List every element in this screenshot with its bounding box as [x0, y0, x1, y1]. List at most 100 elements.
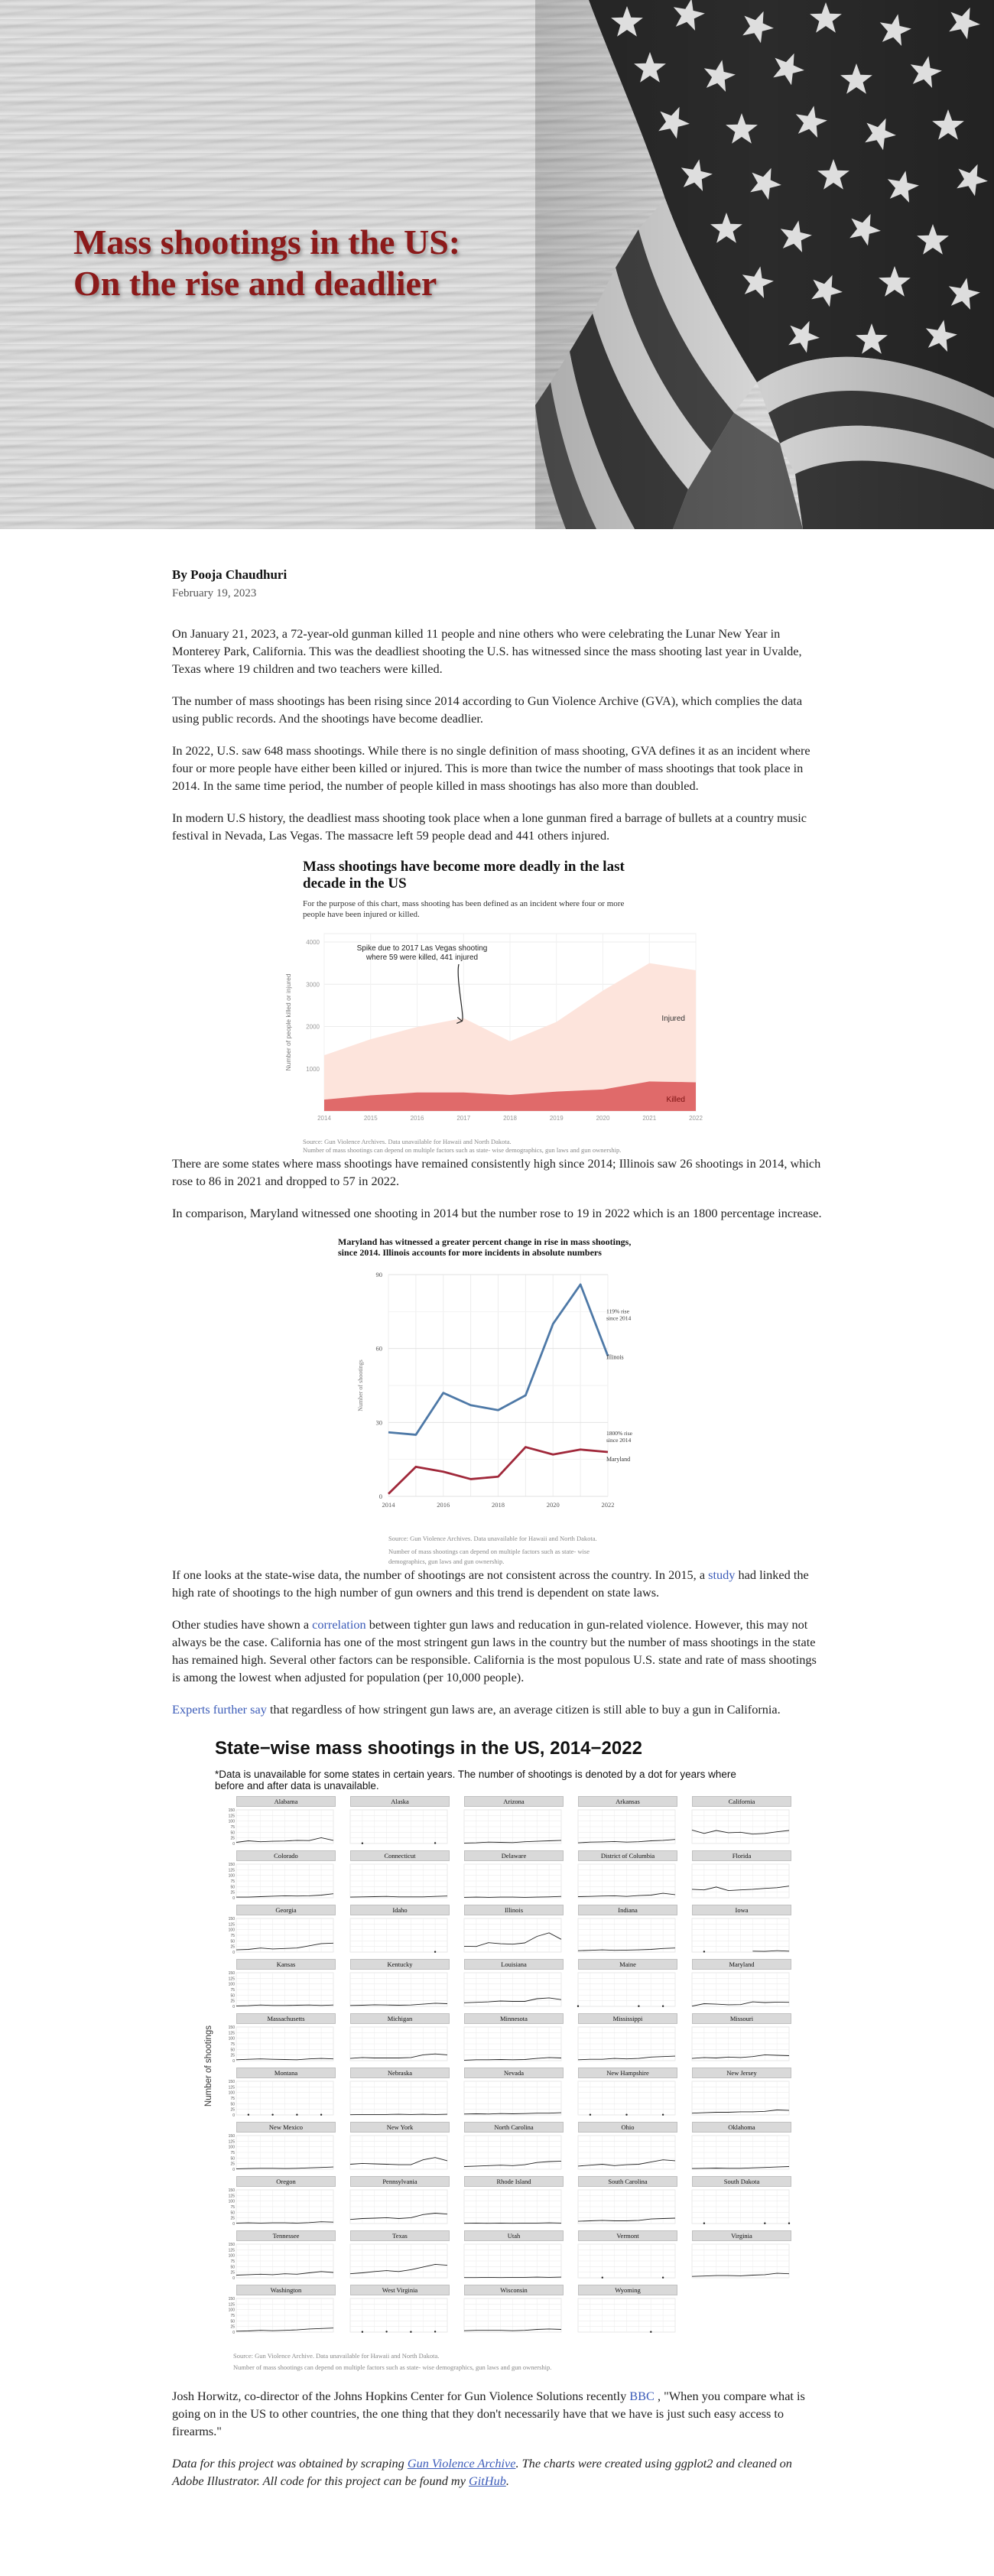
data-point [703, 2222, 706, 2224]
state-series-line [236, 2221, 334, 2224]
small-multiples-grid: Number of shootings Alabama 0 25 50 75 100 125… [204, 1796, 837, 2335]
state-series-line [691, 2001, 790, 2007]
state-panel: Kentucky [338, 1959, 450, 2009]
state-panel-label: Illinois [464, 1905, 564, 1915]
state-panel-label: New Jersey [692, 2068, 791, 2078]
maryland-rise-note-1: 1800% rise [606, 1430, 633, 1437]
panel-ytick-label: 100 [229, 2200, 236, 2204]
chart1-xtick-label: 2015 [364, 1115, 378, 1122]
chart1-xtick-label: 2016 [411, 1115, 424, 1122]
panel-ytick-label: 150 [229, 2025, 236, 2030]
state-series-line [691, 2166, 790, 2169]
state-panel: South Dakota [680, 2176, 791, 2227]
state-panel: Wyoming [566, 2285, 677, 2335]
paragraph-4: In modern U.S history, the deadliest mas… [172, 810, 807, 843]
study-link[interactable]: study [708, 1567, 736, 1582]
state-series-line [349, 2053, 448, 2059]
paragraph-7-text-b: had linked the high rate of shootings to… [172, 1567, 809, 1600]
state-panel-label: Massachusetts [236, 2013, 336, 2024]
star-icon [811, 274, 843, 307]
star-icon [726, 113, 758, 144]
panel-ytick-label: 0 [232, 2276, 235, 2281]
panel-ytick-label: 25 [230, 2162, 235, 2167]
state-panel: Wisconsin [452, 2285, 564, 2335]
data-point [589, 2113, 592, 2116]
paragraph-6: In comparison, Maryland witnessed one sh… [172, 1206, 822, 1220]
chart2-xtick-label: 2014 [382, 1501, 396, 1509]
illinois-rise-note-1: 119% rise [606, 1307, 630, 1314]
state-panel-label: Wisconsin [464, 2285, 564, 2295]
state-panel: Louisiana [452, 1959, 564, 2009]
chart1-source-1: Source: Gun Violence Archives. Data unav… [303, 1138, 512, 1145]
chart2-ytick-label: 90 [376, 1271, 383, 1278]
panel-ytick-label: 100 [229, 2146, 236, 2150]
data-point [271, 2113, 274, 2116]
data-point [320, 2113, 323, 2116]
state-panel-label: California [692, 1796, 791, 1807]
star-icon [925, 320, 957, 352]
state-panel-label: Nevada [464, 2068, 564, 2078]
star-icon [887, 171, 919, 203]
state-panel: Vermont [566, 2230, 677, 2281]
state-series-line [691, 1886, 790, 1892]
state-panel-plot [691, 1918, 790, 1953]
star-icon [795, 106, 827, 138]
github-link[interactable]: GitHub [469, 2474, 506, 2488]
state-panel: New York [338, 2122, 450, 2172]
panel-ytick-label: 0 [232, 2222, 235, 2227]
gva-link[interactable]: Gun Violence Archive [407, 2456, 516, 2470]
bbc-link[interactable]: BBC [629, 2389, 655, 2403]
state-panel: Florida [680, 1850, 791, 1901]
star-icon [742, 266, 774, 298]
panel-ytick-label: 125 [229, 2031, 236, 2035]
state-panel: Missouri [680, 2013, 791, 2064]
state-series-line [236, 1893, 334, 1898]
series-label-maryland: Maryland [606, 1456, 630, 1463]
panel-ytick-label: 75 [230, 2259, 235, 2264]
note-text-b: . The charts were created using ggplot2 … [172, 2456, 792, 2488]
panel-grid: Alabama 0 25 50 75 100 125 150 Alaska Arizona Arka… [224, 1796, 837, 2335]
data-point [788, 2222, 791, 2224]
star-icon [634, 52, 666, 83]
panel-ytick-label: 25 [230, 1891, 235, 1895]
state-series-line [349, 2213, 448, 2220]
title-line-1: Mass shootings in the US: [73, 223, 461, 261]
state-panel-plot [349, 1972, 448, 2007]
state-panel-plot [349, 2298, 448, 2333]
state-series-line [463, 1932, 562, 1947]
state-panel-plot [577, 2243, 676, 2279]
state-panel-plot [577, 2026, 676, 2061]
panel-ytick-label: 50 [230, 2319, 235, 2324]
paragraph-3: In 2022, U.S. saw 648 mass shootings. Wh… [172, 743, 810, 793]
state-panel: Montana 0 25 50 75 100 125 150 [224, 2068, 336, 2118]
panel-ytick-label: 0 [232, 2113, 235, 2118]
state-panel-label: Maine [578, 1959, 677, 1970]
paragraph-7-text-a: If one looks at the state-wise data, the… [172, 1567, 709, 1582]
star-icon [703, 60, 736, 92]
state-panel-label: Colorado [236, 1850, 336, 1861]
data-point [361, 1842, 364, 1844]
experts-link[interactable]: Experts further say [172, 1702, 267, 1717]
maryland-rise-note-2: since 2014 [606, 1437, 632, 1444]
data-point [661, 2005, 664, 2007]
state-panel: California [680, 1796, 791, 1847]
panel-ytick-label: 100 [229, 2308, 236, 2313]
correlation-link[interactable]: correlation [312, 1617, 366, 1632]
state-panel-label: Minnesota [464, 2013, 564, 2024]
state-panel-label: Arkansas [578, 1796, 677, 1807]
state-panel-label: Ohio [578, 2122, 677, 2133]
state-panel-plot [691, 2135, 790, 2170]
state-series-line [463, 2160, 562, 2167]
chart1-subtitle: For the purpose of this chart, mass shoo… [303, 899, 625, 919]
panel-ytick-label: 50 [230, 2156, 235, 2161]
state-panel-plot [463, 2189, 562, 2224]
note-text-a: Data for this project was obtained by sc… [172, 2456, 408, 2470]
chart3-source-1: Source: Gun Violence Archive. Data unava… [233, 2352, 440, 2360]
panel-ytick-label: 25 [230, 2217, 235, 2221]
state-panel-plot [463, 1972, 562, 2007]
series-injured-area [324, 963, 696, 1100]
